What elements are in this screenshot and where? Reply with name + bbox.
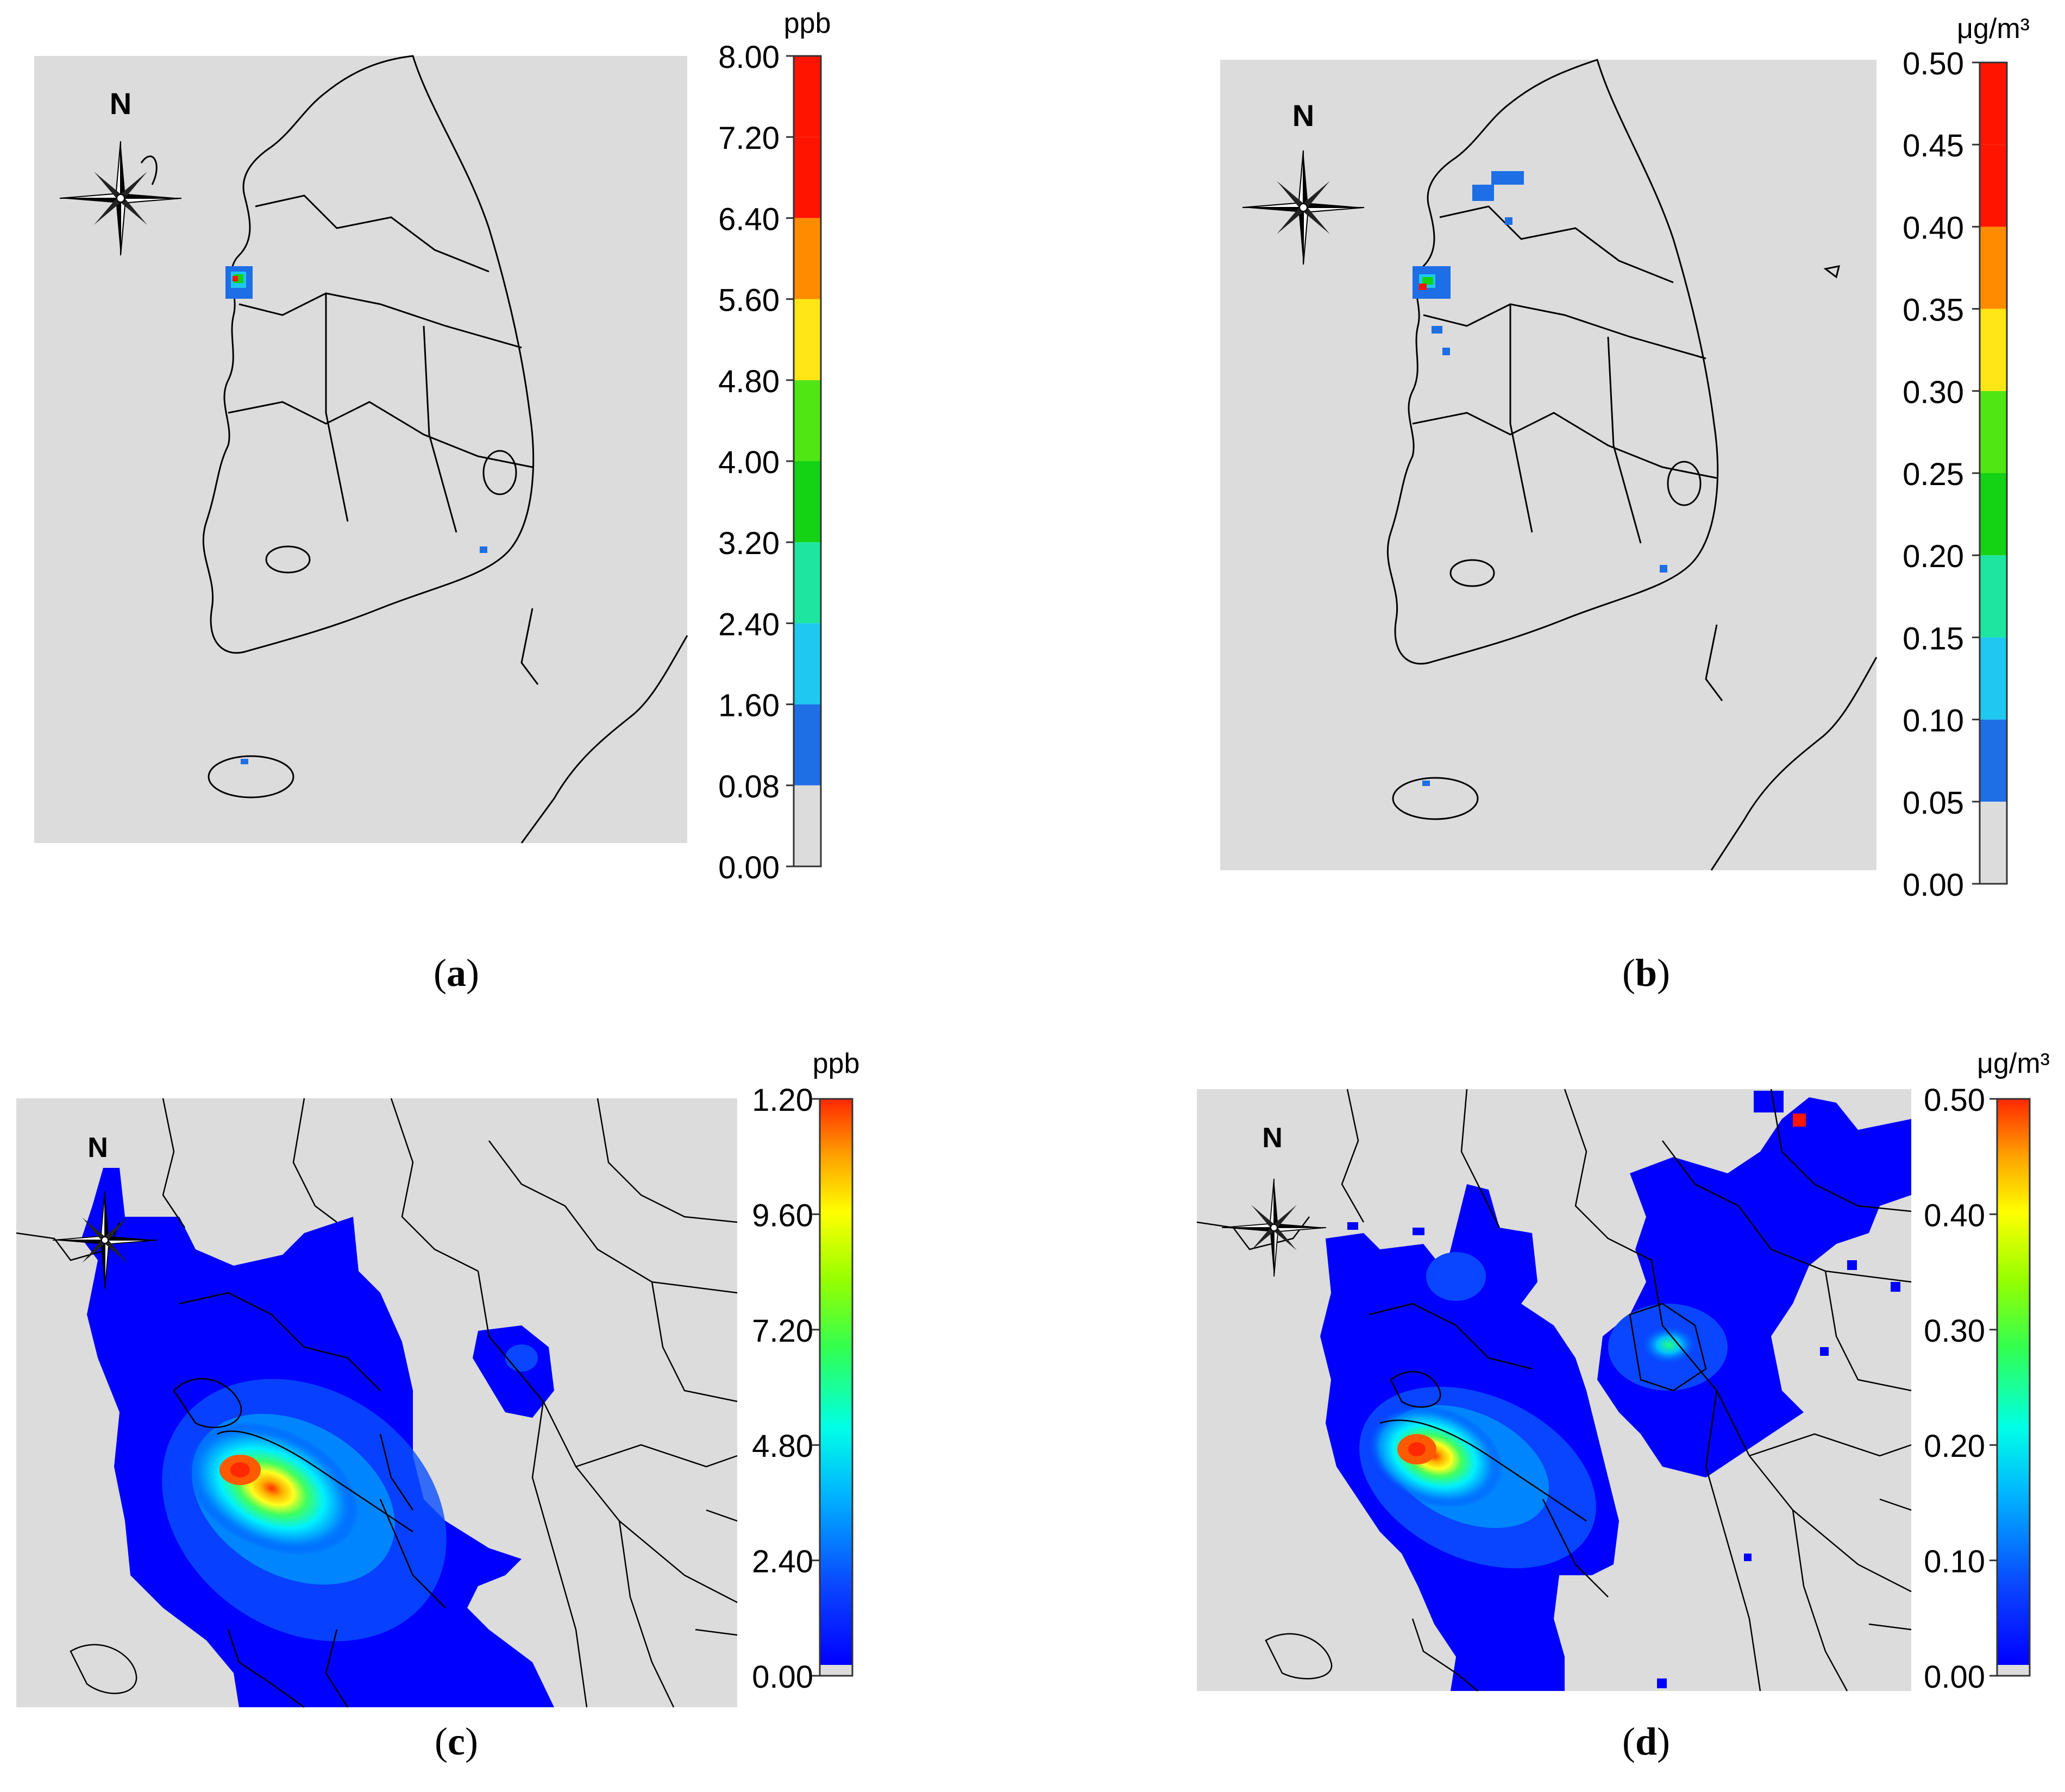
colorbar-tick-label: 7.20 [718,121,780,156]
admin-boundaries [1196,1089,1912,1692]
colorbar-tick-label: 0.00 [1903,867,1964,903]
colorbar-segment [1980,555,2007,638]
colorbar-tick-label: 4.00 [718,445,780,480]
colorbar-tick-label: 0.50 [1903,46,1964,81]
colorbar-tick-label: 0.40 [1903,210,1964,246]
colorbar-tick-label: 0.20 [1903,539,1964,574]
colorbar-segment [1980,62,2007,145]
colorbar-segment [1980,473,2007,556]
colorbar-segment [794,785,821,866]
colorbar-tick-label: 0.30 [1903,375,1964,410]
colorbar-segment [794,56,821,137]
colorbar-tick-label: 0.25 [1903,457,1964,492]
colorbar-segment [794,542,821,624]
colorbar-unit-label: ppb [784,8,831,39]
colorbar-segment [1980,801,2007,884]
colorbar-tick-label: 8.00 [718,40,780,75]
colorbar-frame [1996,1098,2031,1677]
concentration-hotspots [1413,171,1667,786]
colorbar-zero-band [820,1665,852,1676]
colorbar-tick-label: 0.30 [1924,1313,1985,1349]
coastline-korea [140,55,688,844]
north-label: N [1262,1122,1283,1154]
colorbar-segment [1980,227,2007,309]
colorbar-segment [794,218,821,299]
colorbar-d: 0.00 0.10 0.20 0.30 0.40 0.50 μg/m³ [1924,1048,2050,1695]
colorbar-tick-label: 1.60 [718,688,780,724]
colorbar-gradient [820,1099,852,1665]
colorbar-tick-label: 2.40 [718,607,780,642]
colorbar-tick-label: 0.20 [1924,1429,1985,1464]
colorbar-segment [794,623,821,705]
colorbar-tick-label: 0.15 [1903,621,1964,656]
colorbar-tick-label: 5.60 [718,283,780,318]
admin-boundaries [16,1098,738,1708]
colorbar-segment [794,137,821,218]
colorbar-segment [794,704,821,785]
colorbar-segment [794,299,821,380]
coastline-korea [1386,59,1878,871]
colorbar-segment [1980,719,2007,802]
colorbar-tick-label: 7.20 [752,1313,813,1349]
colorbar-zero-band [1997,1665,2030,1676]
colorbar-tick-label: 0.35 [1903,293,1964,328]
panel-b: N 0.000.050.100.150.200.250.300.350.400.… [1220,13,2030,903]
map-background [34,56,687,843]
colorbar-gradient [1997,1099,2030,1665]
colorbar-segment [1980,637,2007,720]
concentration-field [1320,1091,1911,1691]
colorbar-tick-label: 2.40 [752,1544,813,1580]
colorbar-segment [1980,391,2007,473]
colorbar-tick-label: 6.40 [718,202,780,237]
colorbar-tick-label: 3.20 [718,526,780,561]
colorbar-tick-label: 1.20 [752,1083,813,1118]
colorbar-tick-label: 0.40 [1924,1198,1985,1233]
colorbar-a: 0.00 0.08 1.60 2.40 3.20 4.00 4.80 5.60 6.40 7.20… [718,8,831,885]
colorbar-unit-label: μg/m³ [1957,13,2030,45]
colorbar-segment [794,380,821,461]
concentration-hotspots [225,266,487,764]
colorbar-tick-label: 4.80 [718,364,780,399]
colorbar-b: 0.00 0.05 0.10 0.15 0.20 0.25 0.30 0.35 0.40 0.45… [1903,13,2030,903]
subfigure-label-a: (a) [434,951,479,995]
colorbar-tick-label: 0.10 [1903,703,1964,739]
north-label: N [87,1132,108,1164]
panel-a: N 0.00 0.08 1.60 2.40 3.20 4.00 4.80 5.60 6.40 7.… [34,8,831,885]
colorbar-segment [794,461,821,543]
colorbar-tick-label: 0.08 [718,769,780,804]
colorbar-frame [819,1098,853,1677]
colorbar-segment [1980,144,2007,227]
colorbar-tick-label: 0.05 [1903,785,1964,821]
concentration-field [81,1168,554,1707]
colorbar-unit-label: ppb [813,1048,860,1079]
panel-d: N 0.00 0.10 0.20 0.30 0.40 0.50 μg/m³ [1196,1048,2050,1695]
subfigure-label-d: (d) [1622,1720,1670,1763]
colorbar-tick-label: 0.50 [1924,1083,1985,1118]
north-label: N [110,86,131,121]
colorbar-tick-label: 9.60 [752,1198,813,1233]
colorbar-tick-label: 0.00 [752,1659,813,1695]
colorbar-tick-label: 0.00 [718,850,780,885]
colorbar-unit-label: μg/m³ [1977,1048,2050,1079]
subfigure-label-b: (b) [1622,951,1670,995]
colorbar-tick-label: 0.10 [1924,1544,1985,1580]
map-background [1220,60,1876,870]
colorbar-tick-label: 0.00 [1924,1659,1985,1695]
colorbar-tick-label: 0.45 [1903,128,1964,164]
subfigure-label-c: (c) [435,1720,478,1763]
north-label: N [1292,98,1314,133]
colorbar-tick-label: 4.80 [752,1429,813,1464]
colorbar-segment [1980,309,2007,391]
